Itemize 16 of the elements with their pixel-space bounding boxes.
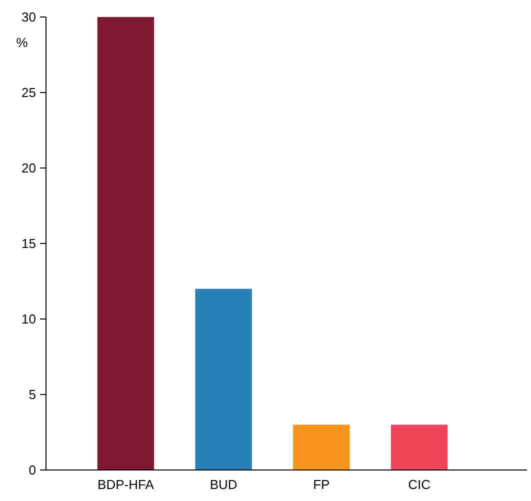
y-tick-label: 20 [22,160,36,176]
bar [195,288,252,470]
x-tick-label: CIC [408,477,430,492]
y-axis-title: % [16,35,28,50]
bar [97,17,154,470]
y-tick-label: 15 [22,236,36,252]
bar [390,424,448,470]
bar [293,424,350,470]
y-tick-label: 30 [22,10,36,25]
y-tick-label: 0 [28,462,36,478]
y-tick-label: 5 [28,387,36,402]
x-tick-label: BUD [210,477,238,492]
x-tick-label: FP [313,477,330,492]
x-tick-label: BDP-HFA [98,477,154,492]
y-tick-label: 10 [22,312,36,327]
y-tick-label: 25 [22,85,36,100]
